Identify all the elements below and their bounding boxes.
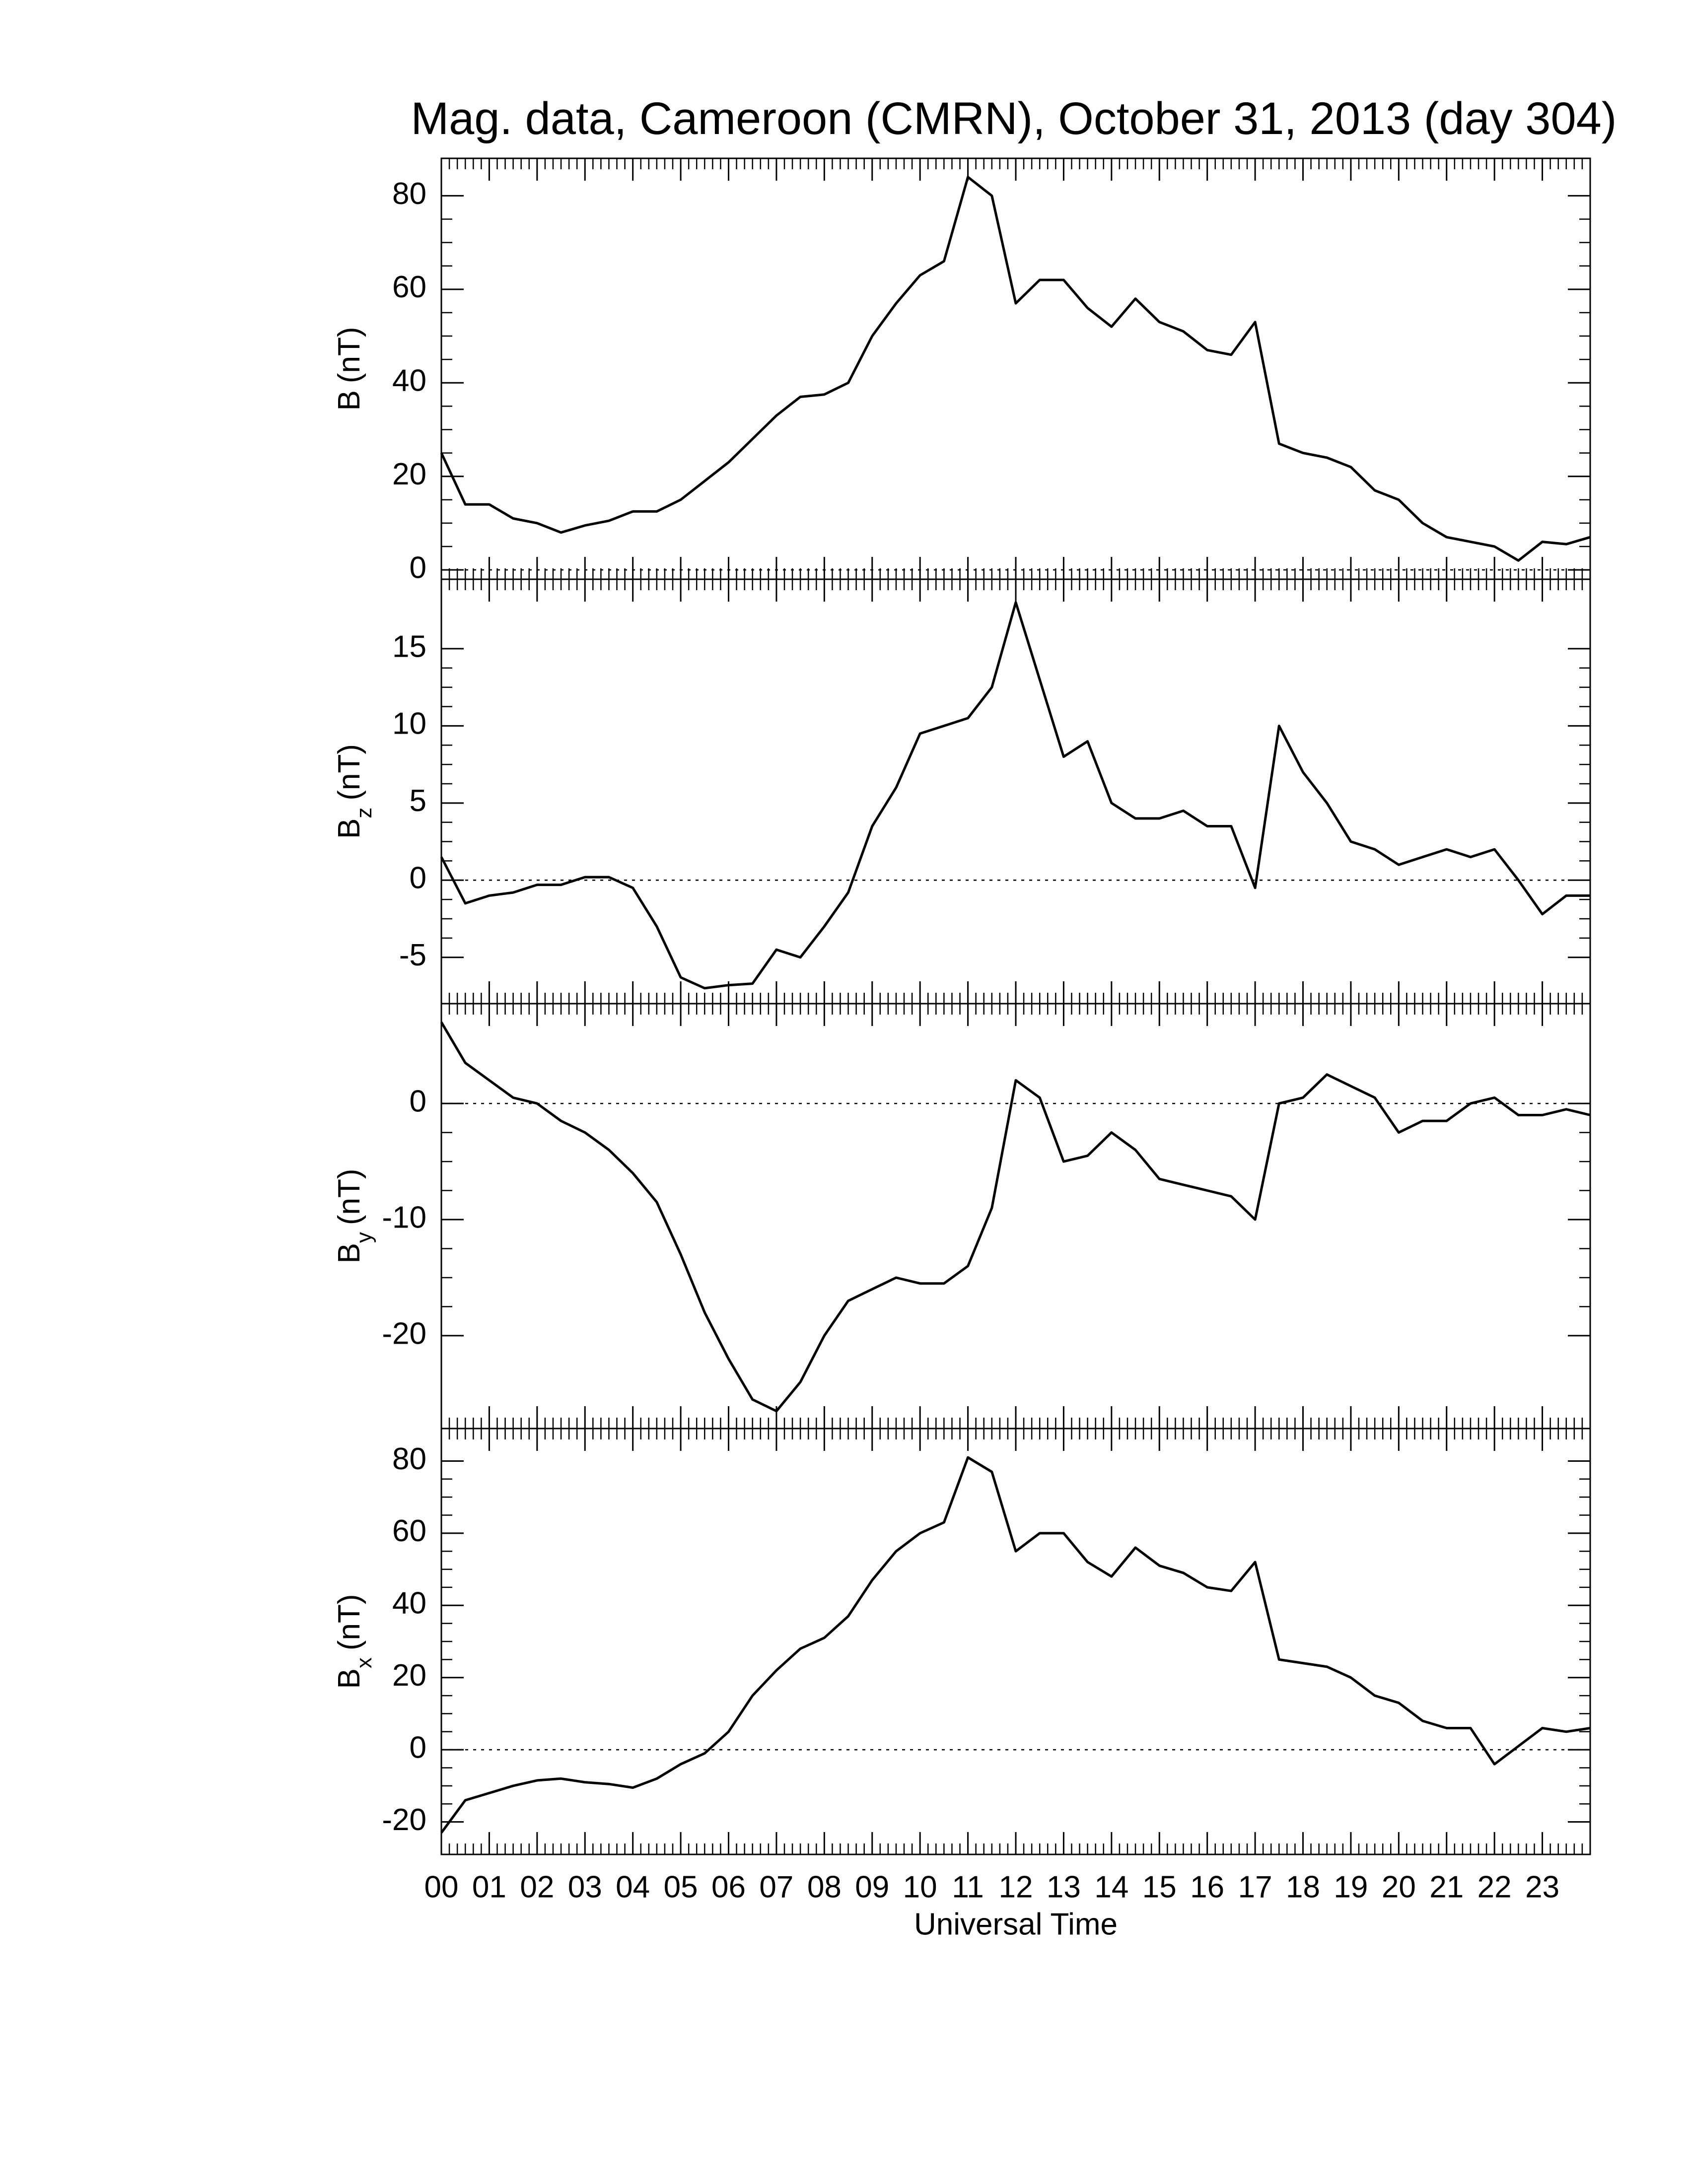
y-tick-label: 0 (410, 861, 426, 895)
y-tick-label: 0 (410, 1731, 426, 1765)
y-tick-label: 5 (410, 784, 426, 818)
y-axis-label: B (nT) (332, 327, 366, 410)
x-tick-label: 04 (616, 1870, 650, 1904)
y-tick-label: 60 (392, 1514, 426, 1548)
data-line (440, 176, 1591, 562)
data-line (440, 601, 1590, 990)
x-tick-label: 06 (711, 1870, 746, 1904)
y-axis-label: Bz (nT) (332, 744, 376, 839)
x-tick-label: 08 (807, 1870, 842, 1904)
x-tick-label: 16 (1190, 1870, 1224, 1904)
x-tick-label: 00 (424, 1870, 459, 1904)
x-tick-label: 20 (1382, 1870, 1416, 1904)
x-tick-label: 18 (1286, 1870, 1320, 1904)
y-tick-label: 60 (392, 270, 426, 304)
x-tick-label: 03 (568, 1870, 602, 1904)
y-tick-label: -20 (382, 1803, 426, 1837)
y-label-sub: y (352, 1232, 376, 1243)
data-line (440, 1456, 1591, 1834)
y-label-unit: (nT) (332, 744, 366, 801)
y-label-main: B (332, 1243, 366, 1263)
x-tick-label: 14 (1094, 1870, 1128, 1904)
y-axis-label: By (nT) (332, 1168, 376, 1263)
y-tick-label: -10 (382, 1200, 426, 1234)
y-tick-label: -5 (399, 938, 426, 972)
data-line (440, 1022, 1591, 1413)
y-tick-label: 0 (410, 551, 426, 585)
x-tick-label: 10 (903, 1870, 937, 1904)
y-tick-label: 40 (392, 1586, 426, 1621)
x-tick-label: 11 (952, 1870, 984, 1904)
y-tick-label: 15 (392, 629, 426, 664)
x-tick-label: 22 (1477, 1870, 1512, 1904)
y-tick-label: 20 (392, 457, 426, 491)
x-tick-label: 17 (1238, 1870, 1272, 1904)
y-label-unit: (nT) (332, 327, 366, 383)
y-label-unit: (nT) (332, 1594, 366, 1650)
y-tick-label: -20 (382, 1316, 426, 1351)
x-axis-label: Universal Time (914, 1907, 1118, 1941)
y-tick-label: 0 (410, 1085, 426, 1119)
x-tick-label: 02 (520, 1870, 554, 1904)
x-tick-label: 07 (759, 1870, 793, 1904)
y-label-main: B (332, 1668, 366, 1689)
plot-frame (440, 1428, 1591, 1855)
x-tick-label: 01 (472, 1870, 506, 1904)
y-tick-label: 40 (392, 364, 426, 398)
y-tick-label: 10 (392, 707, 426, 741)
x-tick-label: 23 (1525, 1870, 1559, 1904)
y-label-main: B (332, 819, 366, 839)
x-tick-label: 13 (1047, 1870, 1081, 1904)
y-label-sub: z (352, 808, 376, 819)
x-tick-label: 05 (664, 1870, 698, 1904)
x-tick-label: 12 (999, 1870, 1033, 1904)
x-tick-label: 21 (1429, 1870, 1464, 1904)
y-axis-label: Bx (nT) (332, 1594, 376, 1689)
x-tick-label: 09 (855, 1870, 889, 1904)
y-tick-label: 80 (392, 177, 426, 211)
y-tick-label: 80 (392, 1442, 426, 1476)
x-tick-label: 19 (1334, 1870, 1368, 1904)
x-tick-label: 15 (1142, 1870, 1177, 1904)
chart-title: Mag. data, Cameroon (CMRN), October 31, … (411, 93, 1617, 144)
y-tick-label: 20 (392, 1658, 426, 1693)
y-label-sub: x (352, 1657, 376, 1668)
y-label-main: B (332, 390, 366, 410)
y-label-unit: (nT) (332, 1168, 366, 1225)
